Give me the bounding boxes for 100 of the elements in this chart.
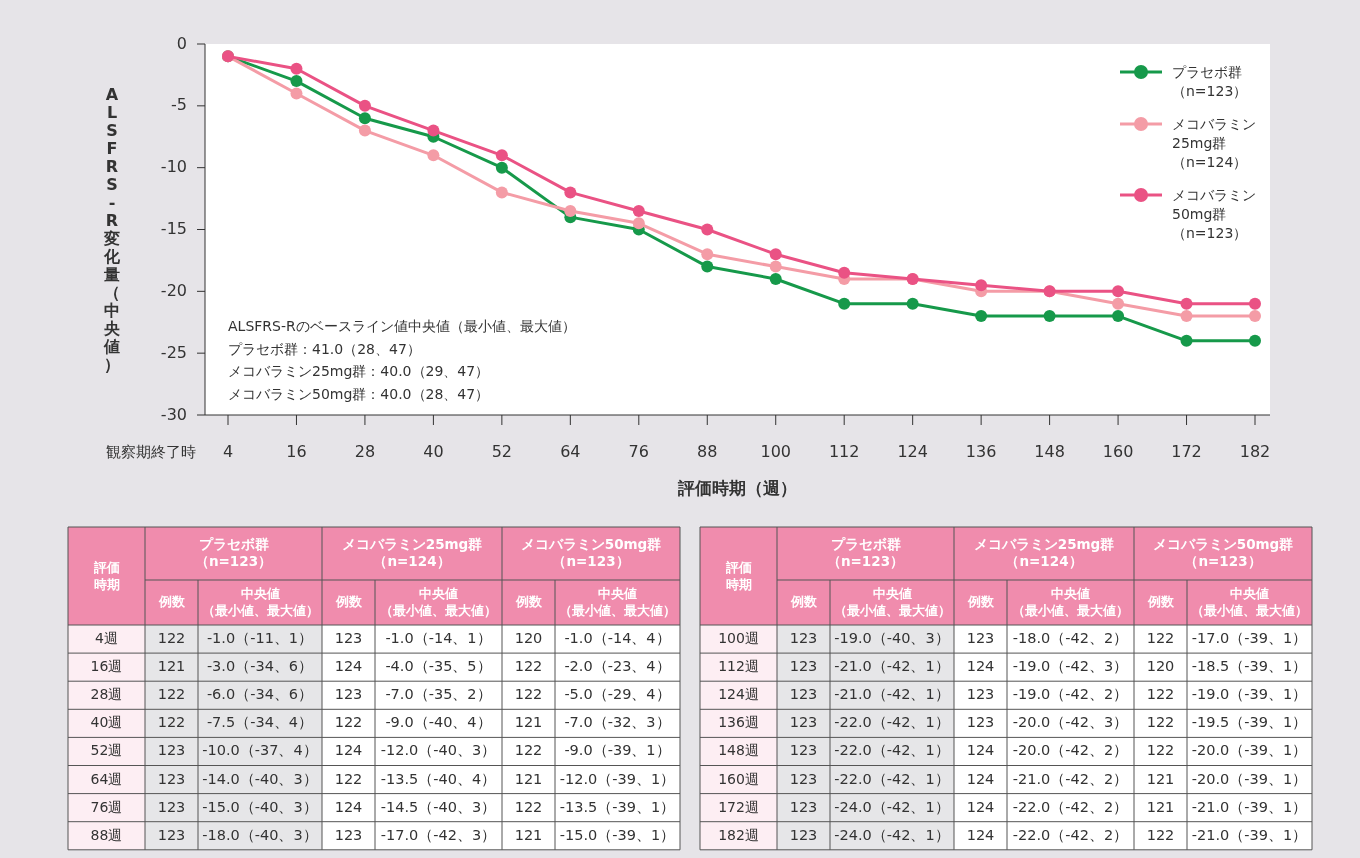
x-tick-label: 52: [491, 441, 513, 461]
x-tick-label: 例数: [789, 594, 818, 609]
legend-label: メコバラミン50mg群（n=123）: [1172, 187, 1256, 241]
data-label: 120: [514, 630, 543, 647]
annotation: メコバラミン25mg群：40.0（29、47）: [228, 363, 490, 379]
y-tick-label: 100週: [718, 630, 759, 647]
text: -19.0（-42、2）: [1012, 686, 1129, 703]
x-tick-label: 例数: [966, 594, 995, 609]
text: -22.0（-42、2）: [1012, 826, 1129, 843]
data-label: 120: [1146, 658, 1175, 675]
text: ALSFRS-R変化量（中央値）: [104, 84, 120, 374]
data-label: 124: [966, 742, 995, 759]
data-label: 124: [334, 798, 363, 815]
y-tick-label: 160週: [718, 770, 759, 787]
data-label: 124: [966, 658, 995, 675]
text: -19.0（-39、1）: [1191, 686, 1308, 703]
x-tick-label: 例数: [1146, 594, 1175, 609]
data-label: 122: [1146, 714, 1175, 731]
text: -6.0（-34、6）: [206, 686, 314, 703]
data-label: 121: [157, 658, 186, 675]
data-label: 123: [157, 798, 186, 815]
data-label: 123: [789, 798, 818, 815]
y-tick-label: -30: [160, 404, 187, 424]
text: -19.0（-42、3）: [1012, 658, 1129, 675]
text: メコバラミン25mg群（n=124）: [973, 536, 1115, 569]
data-label: 122: [157, 714, 186, 731]
annotation: ALSFRS-Rのベースライン値中央値（最小値、最大値）: [228, 318, 576, 334]
x-tick-label: 中央値（最小値、最大値）: [380, 585, 497, 618]
y-tick-label: -10: [160, 157, 187, 177]
data-label: 123: [966, 686, 995, 703]
x-tick-label: 172: [1171, 441, 1202, 461]
text: -20.0（-39、1）: [1191, 742, 1308, 759]
x-tick-label: 40: [423, 441, 444, 461]
y-tick-label: 172週: [718, 798, 759, 815]
data-label: 122: [1146, 686, 1175, 703]
data-label: 123: [789, 630, 818, 647]
x-tick-label: 中央値（最小値、最大値）: [1012, 585, 1129, 618]
y-tick-label: 64週: [90, 770, 123, 787]
text: プラセボ群（n=123）: [826, 536, 905, 569]
y-tick-label: 40週: [90, 714, 123, 731]
x-tick-label: 例数: [157, 594, 186, 609]
data-label: 122: [157, 686, 186, 703]
y-tick-label: -5: [171, 95, 187, 115]
y-tick-label: 112週: [718, 658, 759, 675]
text: 観察期終了時: [106, 442, 196, 461]
data-label: 124: [334, 742, 363, 759]
y-tick-label: 0: [176, 33, 187, 53]
x-tick-label: 148: [1034, 441, 1065, 461]
data-label: 123: [789, 826, 818, 843]
text: -13.5（-40、4）: [380, 770, 497, 787]
text: -22.0（-42、2）: [1012, 798, 1129, 815]
y-tick-label: 16週: [90, 658, 123, 675]
y-tick-label: 76週: [90, 798, 123, 815]
y-tick-label: 148週: [718, 742, 759, 759]
data-label: 121: [1146, 770, 1175, 787]
text: -13.5（-39、1）: [559, 798, 676, 815]
text: -14.0（-40、3）: [202, 770, 318, 787]
text: -21.0（-39、1）: [1191, 826, 1308, 843]
y-tick-label: 88週: [90, 826, 123, 843]
y-tick-label: -20: [160, 280, 187, 300]
x-axis-title: 評価時期（週）: [676, 478, 797, 498]
data-label: 121: [514, 826, 543, 843]
text: プラセボ群（n=123）: [194, 536, 273, 569]
text: -7.0（-32、3）: [564, 714, 671, 731]
text: -21.0（-42、1）: [834, 658, 950, 675]
x-tick-label: 4: [222, 441, 234, 461]
data-label: 124: [966, 826, 995, 843]
y-tick-label: -25: [160, 342, 187, 362]
data-label: 123: [157, 826, 186, 843]
text: -24.0（-42、1）: [834, 826, 950, 843]
y-tick-label: 124週: [718, 686, 759, 703]
data-label: 123: [789, 742, 818, 759]
text: -21.0（-42、2）: [1012, 770, 1129, 787]
text: -22.0（-42、1）: [834, 714, 950, 731]
y-tick-label: 182週: [718, 826, 759, 843]
text: -9.0（-39、1）: [564, 742, 671, 759]
text: メコバラミン25mg群（n=124）: [341, 536, 483, 569]
text: -9.0（-40、4）: [385, 714, 492, 731]
text: -1.0（-14、4）: [564, 630, 671, 647]
text: -22.0（-42、1）: [834, 770, 950, 787]
legend-label: プラセボ群（n=123）: [1172, 64, 1248, 99]
text: -19.5（-39、1）: [1191, 714, 1308, 731]
y-tick-label: -15: [160, 219, 187, 238]
text: -22.0（-42、1）: [834, 742, 950, 759]
x-tick-label: 182: [1239, 441, 1271, 461]
annotation: メコバラミン50mg群：40.0（28、47）: [228, 385, 490, 402]
x-tick-label: 64: [560, 441, 581, 461]
x-tick-label: 124: [897, 441, 928, 461]
y-tick-label: 28週: [90, 686, 123, 703]
data-label: 121: [514, 770, 543, 787]
text: -7.0（-35、2）: [385, 686, 492, 703]
data-label: 122: [514, 798, 543, 815]
data-label: 122: [514, 658, 543, 675]
data-label: 123: [334, 630, 363, 647]
x-tick-label: 100: [760, 441, 792, 461]
x-tick-label: 例数: [334, 594, 363, 609]
text: -17.0（-42、3）: [380, 826, 497, 843]
text: -10.0（-37、4）: [202, 742, 318, 759]
y-tick-label: 4週: [95, 630, 118, 647]
text: -15.0（-40、3）: [202, 798, 318, 815]
